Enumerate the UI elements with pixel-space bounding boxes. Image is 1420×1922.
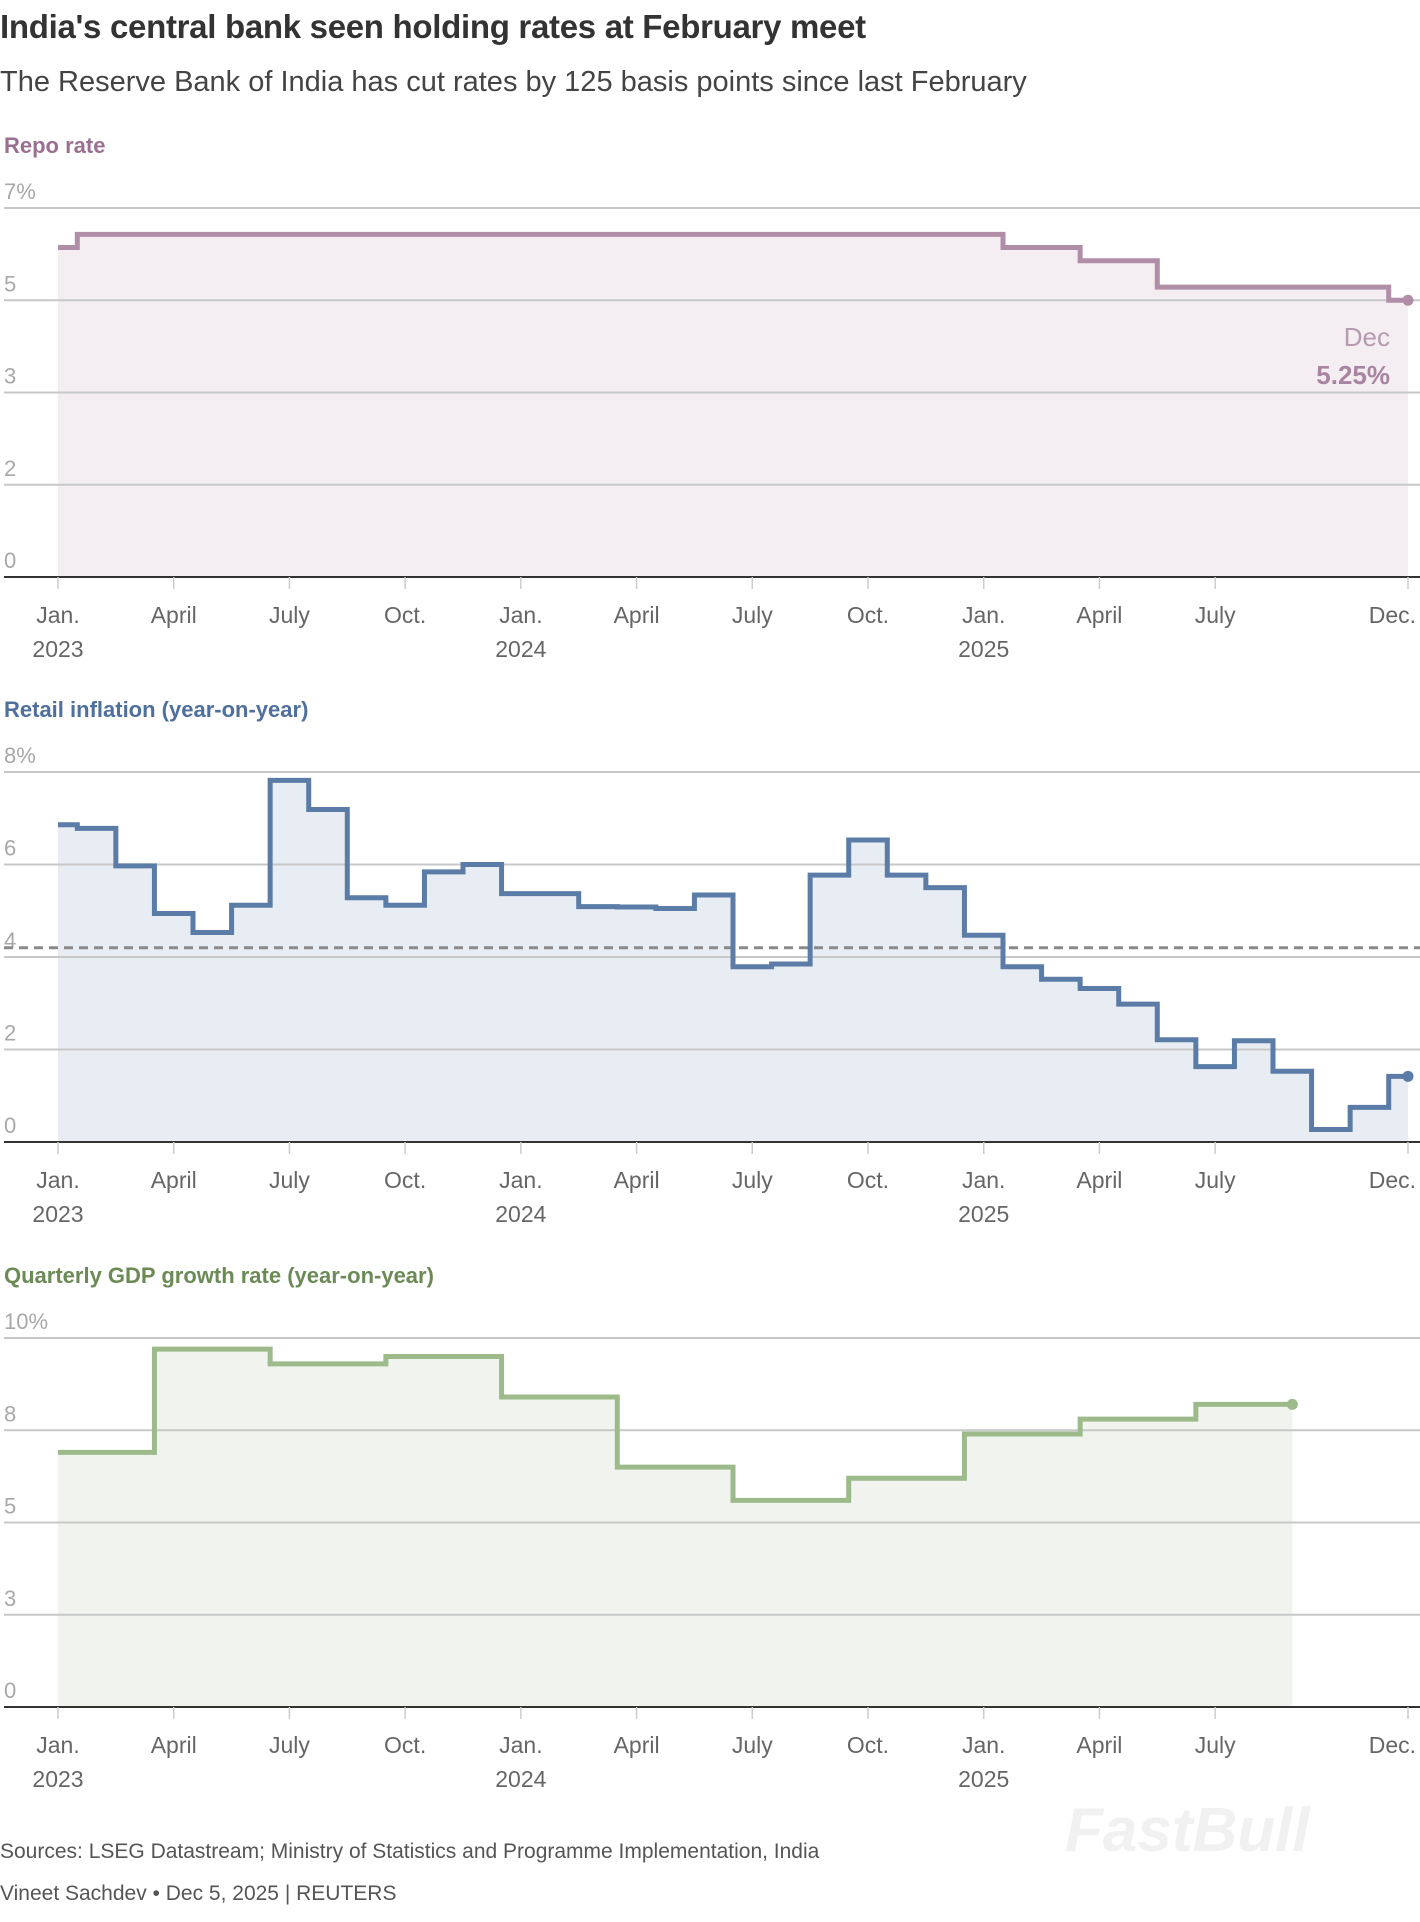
y-tick-label: 6 [4,836,16,861]
x-tick-label: Jan. [499,602,542,628]
x-tick-label: April [614,1732,660,1758]
y-tick-label: 2 [4,1021,16,1046]
x-tick-label: Jan. [499,1732,542,1758]
inflation-end-dot [1402,1070,1414,1082]
x-tick-label: April [151,1732,197,1758]
repo-area [58,234,1408,577]
watermark: FastBull [1065,1796,1310,1865]
y-tick-label: 0 [4,1113,16,1138]
x-tick-label: Dec. [1369,602,1416,628]
x-tick-year: 2023 [32,1201,83,1227]
end-annotation-value: 5.25% [1316,360,1390,390]
x-tick-label: Oct. [384,602,426,628]
x-tick-label: July [732,602,773,628]
x-tick-label: Jan. [36,1167,79,1193]
gdp-series-line [58,1346,1293,1503]
y-tick-label: 2 [4,456,16,481]
x-tick-label: April [1076,1732,1122,1758]
chart-subtitle: The Reserve Bank of India has cut rates … [0,66,1027,98]
repo-end-dot [1402,294,1414,306]
repo-series-line [58,231,1408,303]
x-tick-label: Oct. [847,602,889,628]
gdp-title: Quarterly GDP growth rate (year-on-year) [4,1263,434,1288]
x-tick-label: Jan. [962,1732,1005,1758]
x-tick-label: Oct. [384,1732,426,1758]
x-tick-label: Jan. [962,1167,1005,1193]
gdp-area [58,1349,1293,1707]
x-tick-label: July [269,1732,310,1758]
x-tick-label: Oct. [847,1167,889,1193]
x-tick-year: 2023 [32,1766,83,1792]
x-tick-label: April [151,1167,197,1193]
y-tick-label: 0 [4,548,16,573]
y-tick-label: 8% [4,743,36,768]
x-tick-label: Dec. [1369,1167,1416,1193]
x-tick-year: 2025 [958,1766,1009,1792]
x-tick-label: July [269,602,310,628]
x-tick-label: Jan. [36,602,79,628]
x-tick-label: Oct. [384,1167,426,1193]
y-tick-label: 8 [4,1401,16,1426]
y-tick-label: 3 [4,1586,16,1611]
x-tick-label: April [1076,602,1122,628]
inflation-title: Retail inflation (year-on-year) [4,697,309,722]
end-annotation-label: Dec [1344,322,1390,352]
x-tick-label: July [1195,602,1236,628]
x-tick-label: Jan. [499,1167,542,1193]
x-tick-label: Dec. [1369,1732,1416,1758]
sources-note: Sources: LSEG Datastream; Ministry of St… [0,1840,820,1863]
chart-title: India's central bank seen holding rates … [0,8,866,45]
x-tick-label: April [1076,1167,1122,1193]
x-tick-label: Oct. [847,1732,889,1758]
x-tick-label: April [614,602,660,628]
x-tick-label: Jan. [962,602,1005,628]
y-tick-label: 3 [4,364,16,389]
x-tick-label: July [1195,1167,1236,1193]
y-tick-label: 10% [4,1309,48,1334]
x-tick-label: April [151,602,197,628]
x-tick-year: 2024 [495,1201,546,1227]
gdp-end-dot [1286,1398,1298,1410]
repo-rate-title: Repo rate [4,133,106,158]
x-tick-year: 2025 [958,636,1009,662]
x-tick-year: 2024 [495,636,546,662]
inflation-series-line [58,777,1408,1133]
y-tick-label: 0 [4,1678,16,1703]
y-tick-label: 5 [4,1494,16,1519]
x-tick-label: Jan. [36,1732,79,1758]
x-tick-label: July [732,1167,773,1193]
y-tick-label: 7% [4,179,36,204]
x-tick-label: July [269,1167,310,1193]
x-tick-year: 2024 [495,1766,546,1792]
x-tick-label: April [614,1167,660,1193]
x-tick-label: July [1195,1732,1236,1758]
x-tick-year: 2025 [958,1201,1009,1227]
y-tick-label: 5 [4,271,16,296]
x-tick-label: July [732,1732,773,1758]
byline: Vineet Sachdev • Dec 5, 2025 | REUTERS [0,1882,397,1905]
x-tick-year: 2023 [32,636,83,662]
